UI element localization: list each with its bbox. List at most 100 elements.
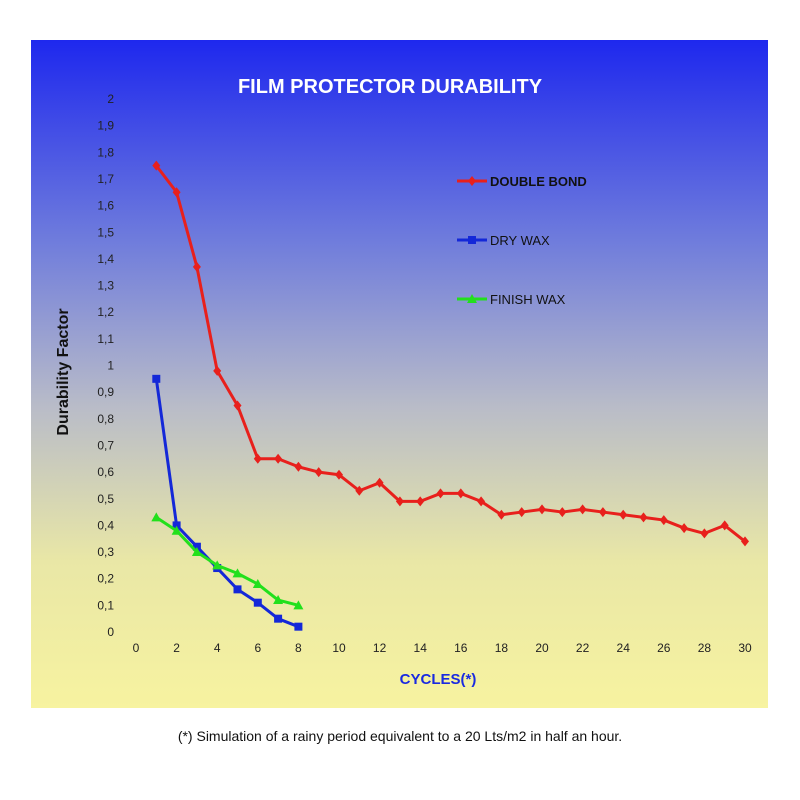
chart-title: FILM PROTECTOR DURABILITY: [238, 76, 543, 98]
data-point-double-bond: [253, 453, 262, 464]
data-point-double-bond: [558, 507, 567, 518]
data-point-double-bond: [395, 496, 404, 507]
y-tick-label: 1: [107, 359, 114, 373]
data-point-double-bond: [335, 469, 343, 480]
y-tick-label: 0,5: [97, 492, 114, 506]
x-tick-label: 10: [332, 641, 346, 655]
x-tick-label: 18: [495, 641, 509, 655]
data-point-finish-wax: [212, 560, 223, 570]
x-tick-label: 26: [657, 641, 671, 655]
legend-label: DOUBLE BOND: [490, 174, 587, 189]
data-point-finish-wax: [273, 595, 284, 605]
data-point-double-bond: [192, 261, 201, 272]
data-point-double-bond: [436, 488, 445, 499]
x-axis-label: CYCLES(*): [400, 671, 477, 688]
y-tick-label: 1,7: [97, 172, 114, 186]
y-tick-label: 0,7: [97, 438, 114, 452]
y-tick-label: 0,1: [97, 598, 114, 612]
y-tick-label: 1,1: [97, 332, 114, 346]
data-point-double-bond: [213, 365, 222, 376]
series-double-bond: [152, 160, 749, 547]
legend-label: FINISH WAX: [490, 292, 566, 307]
x-tick-label: 20: [535, 641, 549, 655]
data-point-double-bond: [233, 400, 242, 411]
data-point-double-bond: [619, 509, 628, 520]
y-tick-label: 0,9: [97, 385, 114, 399]
footnote: (*) Simulation of a rainy period equival…: [177, 728, 623, 744]
data-point-double-bond: [152, 160, 161, 171]
data-point-double-bond: [659, 515, 668, 526]
x-tick-label: 14: [414, 641, 428, 655]
series-line-dry-wax: [154, 378, 299, 629]
y-tick-label: 1,5: [97, 225, 114, 239]
x-tick-label: 6: [254, 641, 261, 655]
data-point-finish-wax: [232, 568, 243, 578]
data-point-dry-wax: [192, 542, 201, 551]
y-tick-label: 0,8: [97, 412, 114, 426]
y-tick-label: 0: [107, 625, 114, 639]
series-finish-wax: [151, 512, 304, 610]
y-tick-label: 1,4: [97, 252, 114, 266]
data-point-double-bond: [700, 528, 709, 539]
y-tick-label: 2: [107, 92, 114, 106]
data-point-double-bond: [720, 520, 729, 531]
y-tick-label: 0,2: [97, 572, 114, 586]
data-point-double-bond: [680, 523, 689, 534]
legend-item-double-bond: DOUBLE BOND: [457, 174, 587, 189]
data-point-double-bond: [375, 477, 384, 488]
y-tick-label: 1,3: [97, 279, 114, 293]
series-dry-wax: [152, 374, 303, 631]
data-point-finish-wax: [293, 600, 304, 610]
x-tick-label: 30: [738, 641, 752, 655]
x-tick-label: 12: [373, 641, 387, 655]
data-point-double-bond: [355, 485, 364, 496]
x-tick-label: 22: [576, 641, 590, 655]
legend-item-finish-wax: FINISH WAX: [457, 292, 566, 307]
data-point-double-bond: [314, 467, 323, 478]
x-tick-label: 4: [214, 641, 221, 655]
y-tick-label: 1,2: [97, 305, 114, 319]
y-tick-label: 1,6: [97, 199, 114, 213]
data-point-dry-wax: [253, 598, 262, 607]
data-point-double-bond: [517, 507, 526, 518]
data-point-dry-wax: [152, 374, 161, 383]
x-tick-label: 16: [454, 641, 468, 655]
legend-swatch-marker: [468, 236, 476, 244]
y-tick-label: 0,3: [97, 545, 114, 559]
legend: DOUBLE BOND DRY WAX FINISH WAX: [457, 174, 587, 307]
data-point-dry-wax: [233, 585, 242, 594]
series-layer: [151, 160, 749, 631]
y-tick-label: 0,4: [97, 518, 114, 532]
data-point-double-bond: [598, 507, 607, 518]
y-tick-label: 1,8: [97, 145, 114, 159]
series-line-double-bond: [155, 164, 746, 543]
data-point-double-bond: [497, 509, 506, 520]
data-point-double-bond: [538, 504, 546, 515]
data-point-finish-wax: [151, 512, 162, 522]
data-point-double-bond: [416, 496, 425, 507]
legend-swatch-marker: [467, 294, 477, 303]
chart-panel: [31, 40, 768, 708]
legend-swatch-marker: [468, 176, 476, 186]
data-point-dry-wax: [274, 614, 283, 623]
data-point-dry-wax: [172, 521, 181, 530]
data-point-finish-wax: [171, 525, 182, 535]
legend-item-dry-wax: DRY WAX: [457, 233, 550, 248]
data-point-double-bond: [456, 488, 465, 499]
data-point-double-bond: [639, 512, 648, 523]
data-point-double-bond: [578, 504, 587, 515]
x-tick-label: 8: [295, 641, 302, 655]
x-tick-label: 24: [617, 641, 631, 655]
x-tick-label: 2: [173, 641, 180, 655]
x-tick-label: 28: [698, 641, 712, 655]
data-point-finish-wax: [191, 547, 202, 557]
data-point-finish-wax: [252, 579, 263, 589]
axes: 0 0,1 0,2 0,3 0,4 0,5 0,6 0,7 0,8 0,9 1 1,1 1,2 1,3 1,…: [97, 92, 752, 655]
y-axis-label: Durability Factor: [55, 308, 72, 435]
data-point-dry-wax: [294, 622, 303, 631]
data-point-double-bond: [274, 453, 283, 464]
data-point-double-bond: [294, 461, 303, 472]
y-tick-label: 1,9: [97, 119, 114, 133]
data-point-double-bond: [477, 496, 486, 507]
